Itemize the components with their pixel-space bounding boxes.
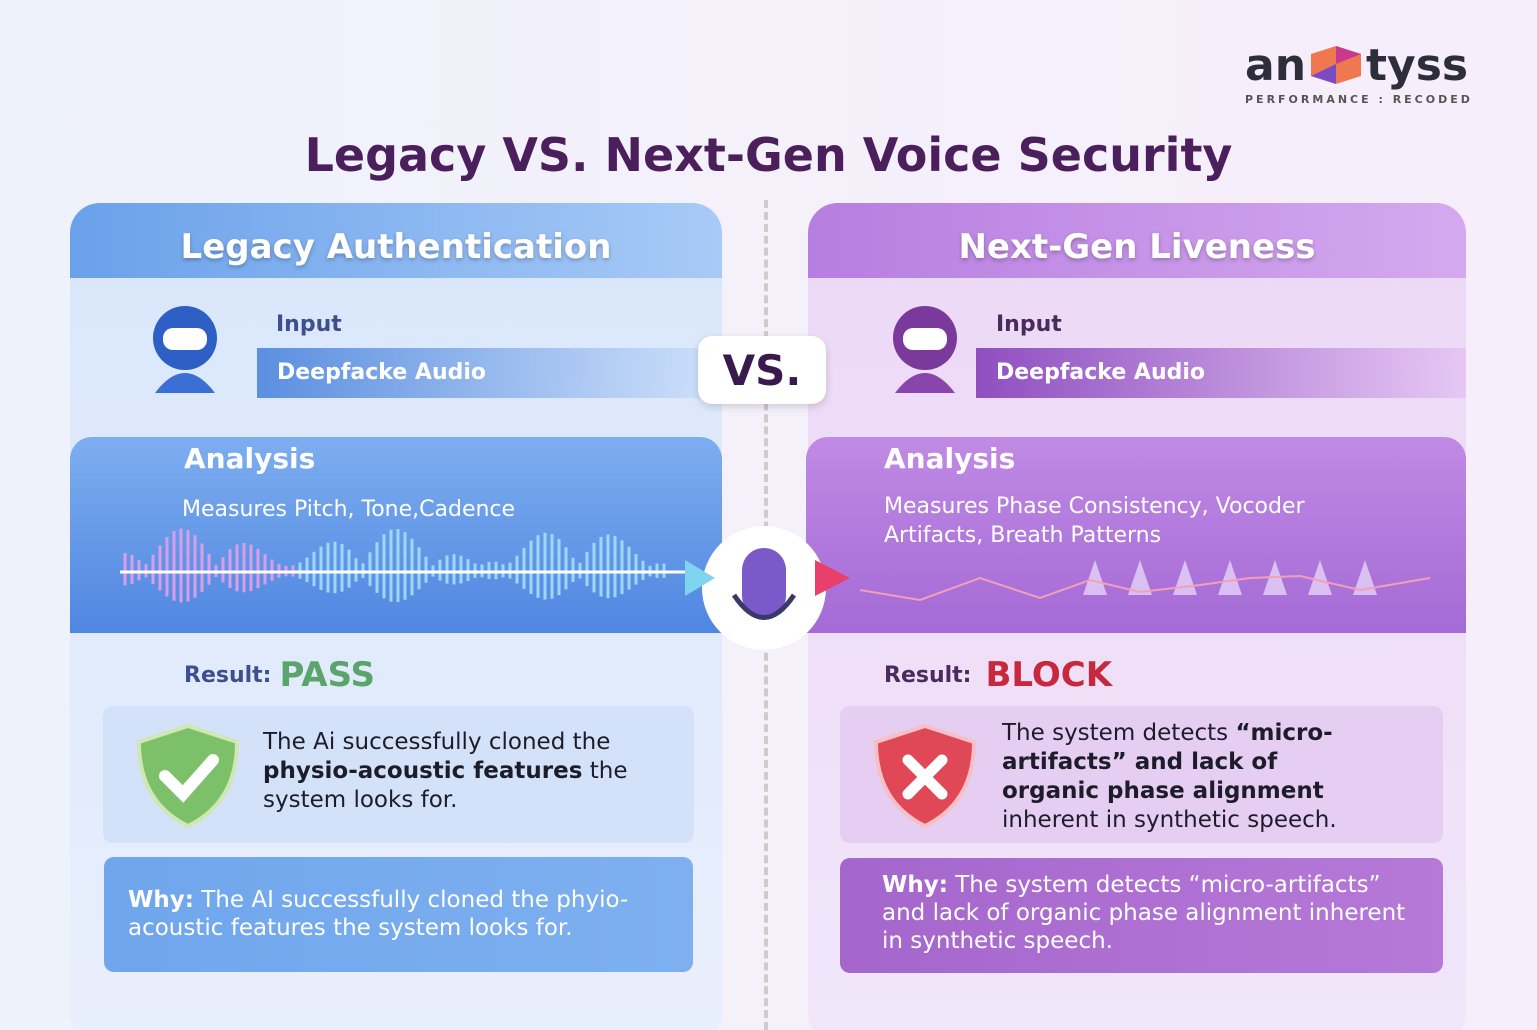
agent-icon [153,306,217,393]
wave-line [859,574,1431,602]
logo-tagline: PERFORMANCE : RECODED [1245,93,1473,106]
result-value: PASS [279,655,376,695]
agent-icon [893,306,957,393]
description-bold: “micro-artifacts” and lack of organic ph… [1002,720,1333,804]
panel-header: Legacy Authentication [70,203,722,278]
analysis-block [70,437,722,633]
wave-line [1083,560,1107,595]
wave-line [1128,560,1152,595]
input-label: Input [996,312,1062,337]
input-value: Deepfacke Audio [976,348,1466,398]
panel-header: Next-Gen Liveness [808,203,1466,278]
logo-text: an [1245,40,1307,91]
why: Why: The system detects “micro-artifacts… [882,871,1412,955]
arrow [815,560,850,596]
wave-line [1173,560,1197,595]
logo: an tyss PERFORMANCE : RECODED [1245,40,1473,106]
description-text: The system detects [1002,720,1236,746]
wave-line [1218,560,1242,595]
description: The system detects “micro-artifacts” and… [1002,719,1382,835]
result-label: Result: [184,663,272,688]
result: Result: PASS [184,655,375,695]
description-bold: physio-acoustic features [263,758,583,784]
analysis-text: Measures Pitch, Tone,Cadence [182,497,516,522]
logo-text: tyss [1366,40,1469,91]
result: Result: BLOCK [884,655,1112,695]
vs-badge: VS. [698,336,826,404]
why-box [840,858,1443,973]
analysis-label: Analysis [884,442,1016,475]
shield-x [873,723,977,829]
input-value: Deepfacke Audio [257,348,722,398]
wave-line [1308,560,1332,595]
analysis-label: Analysis [184,442,316,475]
arrow [685,560,715,596]
result-value: BLOCK [985,655,1113,695]
why: Why: The AI successfully cloned the phyi… [128,886,678,942]
result-label: Result: [884,663,972,688]
why-box [104,857,693,972]
why-text: The system detects “micro-artifacts” and… [882,872,1406,954]
input-label: Input [276,312,342,337]
logo-icon [1311,46,1362,84]
description: The Ai successfully cloned the physio-ac… [263,728,663,815]
description-text: the system looks for. [263,758,628,813]
description-text: inherent in synthetic speech. [1002,807,1337,833]
wave-line [1353,560,1377,595]
why-label: Why: [882,872,948,898]
why-label: Why: [128,887,194,913]
mic-stand [731,593,797,620]
mic [742,548,786,618]
why-text: The AI successfully cloned the phyio-aco… [128,887,629,941]
description-text: The Ai successfully cloned the [263,729,611,755]
analysis-text: Measures Phase Consistency, Vocoder Arti… [884,494,1305,548]
title: Legacy VS. Next-Gen Voice Security [304,128,1233,182]
shield-check [136,723,240,829]
